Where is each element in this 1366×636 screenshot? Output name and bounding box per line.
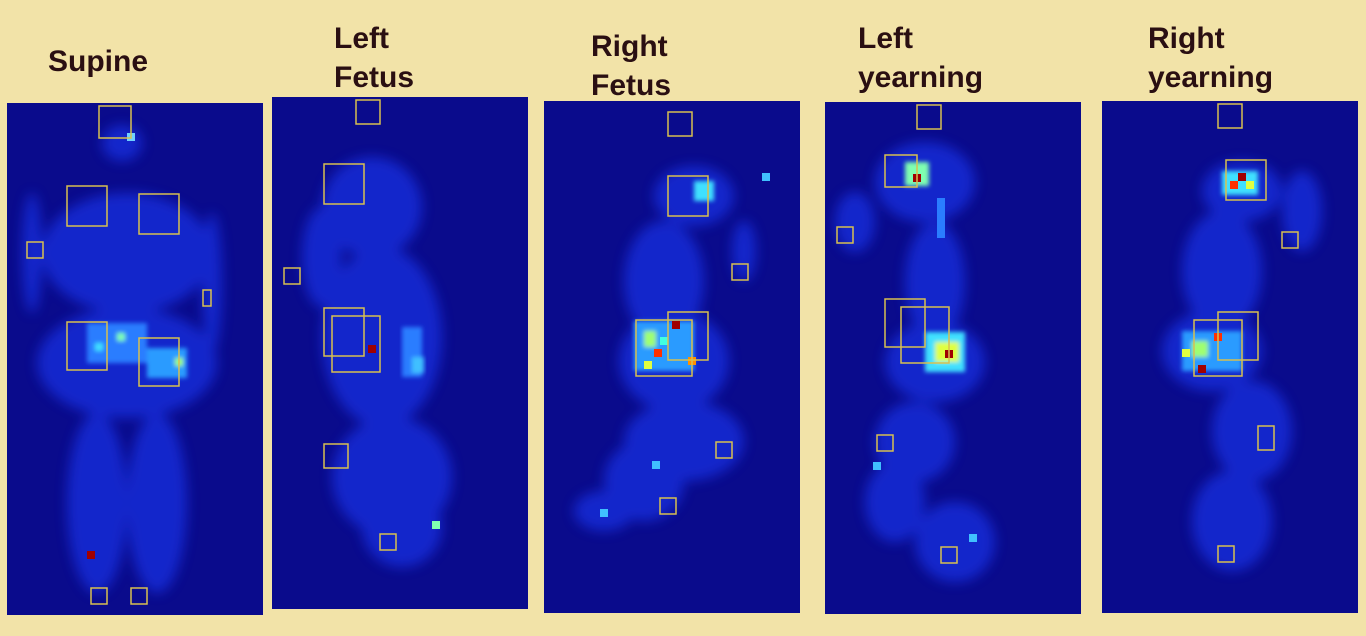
panel-title-right-yearning: Right yearning	[1148, 22, 1274, 94]
heatmap-left-yearning	[825, 102, 1081, 614]
heatmap-right-fetus	[544, 101, 800, 613]
pressure-map-image	[1162, 103, 1322, 571]
panel-title-left-fetus: Left Fetus	[334, 22, 415, 94]
pressure-map-image	[574, 111, 770, 531]
pressure-map-image	[835, 104, 995, 582]
panel-title-left-yearning: Left yearning	[858, 22, 984, 94]
heatmap-right-yearning	[1102, 101, 1358, 613]
panel-title-supine: Supine	[48, 45, 149, 78]
pressure-map-image	[22, 105, 222, 605]
heatmap-supine	[7, 103, 263, 615]
pressure-map-image	[283, 99, 452, 567]
heatmap-left-fetus	[272, 97, 528, 609]
panel-title-right-fetus: Right Fetus	[591, 30, 672, 102]
